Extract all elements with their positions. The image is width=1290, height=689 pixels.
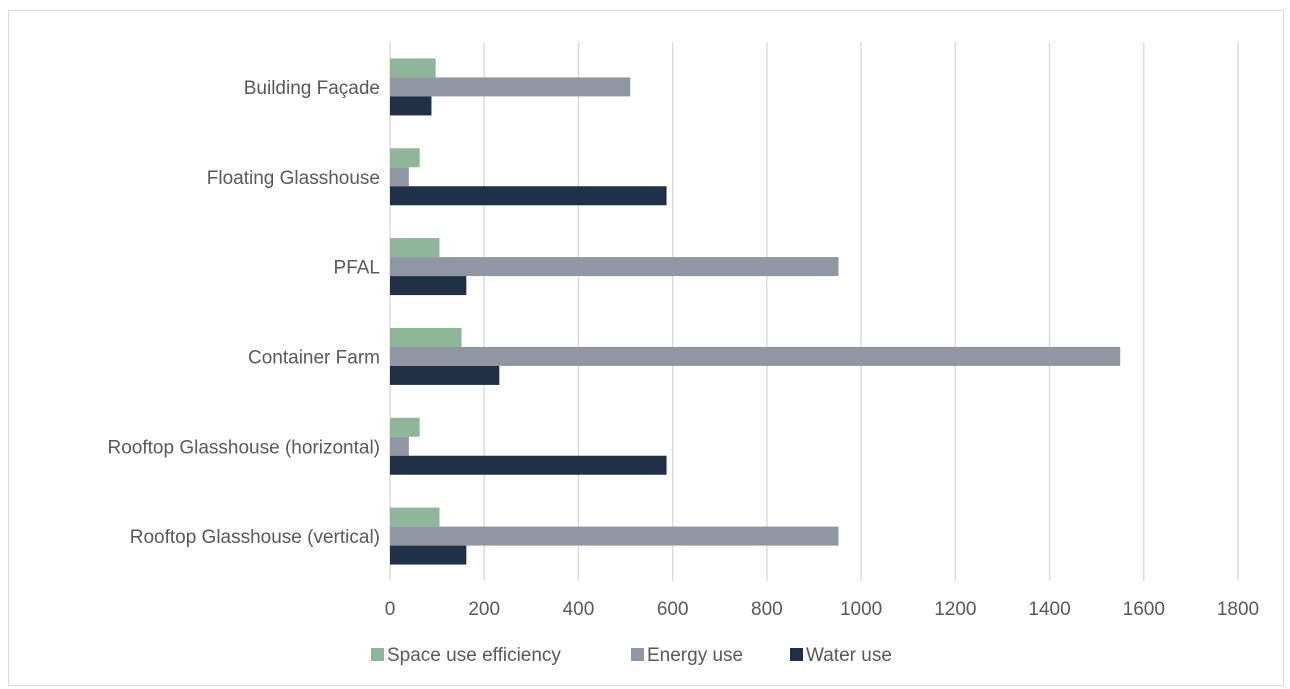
bar-water-use-rooftop-glasshouse-horizontal — [390, 455, 667, 475]
x-tick-label: 800 — [751, 599, 783, 620]
bar-energy-use-building-fa-ade — [390, 77, 631, 97]
category-label: Container Farm — [248, 347, 380, 368]
bar-space-use-efficiency-building-fa-ade — [390, 58, 436, 78]
bar-energy-use-pfal — [390, 257, 839, 277]
x-tick-labels: 0 200 400 600 800 1000 1200 1400 1600 1800 — [385, 599, 1259, 620]
x-tick-label: 1200 — [934, 599, 976, 620]
category-label: PFAL — [334, 258, 380, 279]
bar-water-use-pfal — [390, 276, 467, 296]
x-tick-label: 1800 — [1217, 599, 1259, 620]
bar-energy-use-floating-glasshouse — [390, 167, 409, 187]
category-labels: Building Façade Floating Glasshouse PFAL Co… — [108, 78, 380, 548]
bar-space-use-efficiency-container-farm — [390, 327, 462, 347]
legend-swatch-energy-use — [631, 648, 644, 661]
category-label: Rooftop Glasshouse (horizontal) — [108, 437, 380, 458]
category-label: Floating Glasshouse — [207, 168, 380, 189]
bar-space-use-efficiency-rooftop-glasshouse-vertical — [390, 507, 440, 527]
legend-label-space-use-efficiency: Space use efficiency — [387, 645, 561, 666]
bar-energy-use-container-farm — [390, 346, 1121, 366]
x-tick-label: 1400 — [1028, 599, 1070, 620]
gridlines — [389, 42, 1239, 581]
bar-water-use-building-fa-ade — [390, 96, 432, 116]
legend-swatch-space-use-efficiency — [371, 648, 384, 661]
legend-label-water-use: Water use — [806, 645, 892, 666]
bar-water-use-container-farm — [390, 365, 500, 385]
bar-energy-use-rooftop-glasshouse-vertical — [390, 526, 839, 546]
bar-water-use-rooftop-glasshouse-vertical — [390, 545, 467, 565]
legend-swatch-water-use — [790, 648, 803, 661]
bar-space-use-efficiency-rooftop-glasshouse-horizontal — [390, 417, 420, 437]
legend-label-energy-use: Energy use — [647, 645, 743, 666]
category-label: Rooftop Glasshouse (vertical) — [130, 527, 380, 548]
x-tick-label: 200 — [468, 599, 500, 620]
x-tick-label: 1000 — [840, 599, 882, 620]
x-tick-label: 0 — [385, 599, 396, 620]
bar-space-use-efficiency-floating-glasshouse — [390, 148, 420, 168]
x-tick-label: 400 — [563, 599, 595, 620]
category-label: Building Façade — [244, 78, 380, 99]
bar-energy-use-rooftop-glasshouse-horizontal — [390, 436, 409, 456]
bars — [390, 58, 1121, 565]
chart-frame — [8, 10, 1284, 686]
legend: Space use efficiency Energy use Water use — [371, 645, 892, 666]
x-tick-label: 600 — [657, 599, 689, 620]
bar-water-use-floating-glasshouse — [390, 186, 667, 206]
x-tick-label: 1600 — [1123, 599, 1165, 620]
bar-space-use-efficiency-pfal — [390, 238, 440, 258]
